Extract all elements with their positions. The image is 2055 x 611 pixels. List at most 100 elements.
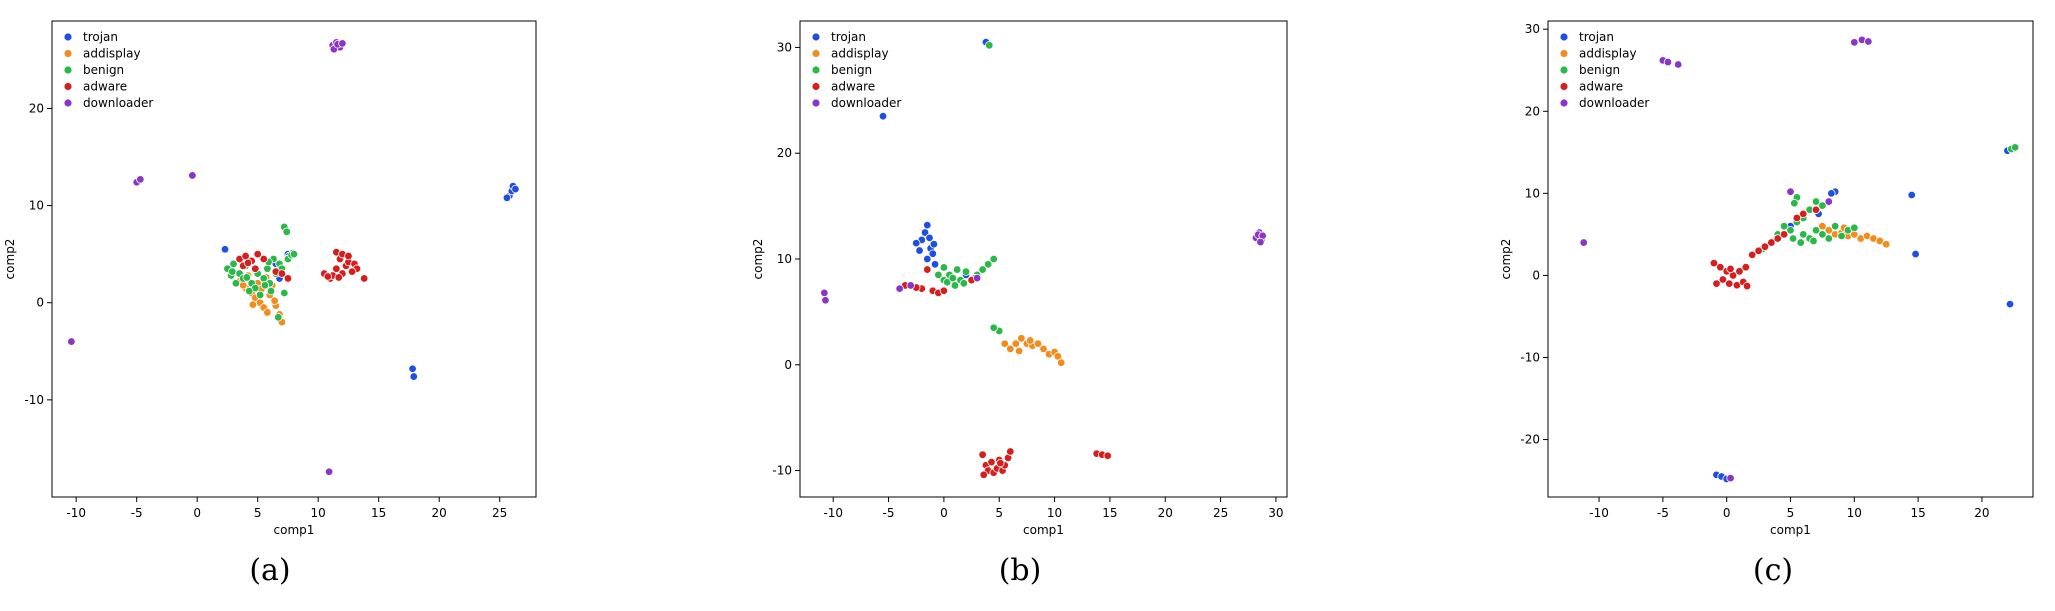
data-point-benign bbox=[1786, 226, 1795, 235]
y-tick-label: 10 bbox=[777, 252, 792, 266]
data-point-benign bbox=[1818, 201, 1827, 210]
data-point-downloader bbox=[338, 39, 347, 48]
data-point-downloader bbox=[972, 273, 982, 283]
legend-marker-downloader bbox=[1559, 98, 1569, 108]
legend-marker-trojan bbox=[63, 32, 73, 42]
data-point-adware bbox=[1712, 279, 1721, 288]
data-point-benign bbox=[263, 264, 272, 273]
data-point-downloader bbox=[1726, 473, 1735, 483]
legend-marker-trojan bbox=[1559, 32, 1569, 42]
data-point-benign bbox=[1850, 223, 1859, 233]
data-point-adware bbox=[1754, 246, 1763, 255]
y-tick-label: 0 bbox=[36, 296, 44, 310]
x-tick-label: 20 bbox=[432, 506, 447, 520]
y-tick-label: 20 bbox=[777, 146, 792, 160]
x-axis-label: comp1 bbox=[1023, 523, 1064, 537]
legend-marker-benign bbox=[63, 65, 73, 75]
series-addisplay bbox=[1000, 334, 1066, 367]
data-point-benign bbox=[242, 273, 252, 282]
series-adware bbox=[235, 247, 369, 283]
data-point-benign bbox=[989, 254, 998, 264]
x-tick-label: -10 bbox=[1589, 506, 1609, 520]
data-point-benign bbox=[978, 265, 987, 274]
data-point-downloader bbox=[1663, 57, 1673, 67]
x-axis-label: comp1 bbox=[274, 523, 315, 537]
data-point-benign bbox=[959, 279, 969, 288]
legend-marker-addisplay bbox=[63, 49, 73, 58]
data-point-trojan bbox=[511, 184, 520, 194]
data-point-downloader bbox=[906, 281, 915, 290]
data-point-adware bbox=[347, 267, 357, 276]
data-point-adware bbox=[1779, 230, 1789, 239]
data-point-benign bbox=[939, 263, 949, 272]
x-tick-label: 20 bbox=[1158, 506, 1173, 520]
legend-marker-downloader bbox=[811, 98, 821, 108]
legend-marker-benign bbox=[811, 65, 821, 75]
data-point-benign bbox=[289, 249, 299, 259]
data-point-trojan bbox=[920, 228, 930, 237]
data-point-benign bbox=[1779, 221, 1789, 231]
x-tick-label: 5 bbox=[1787, 506, 1795, 520]
y-axis-label: comp2 bbox=[3, 239, 17, 280]
data-point-benign bbox=[266, 286, 276, 296]
data-point-downloader bbox=[1673, 60, 1683, 69]
data-point-trojan bbox=[408, 364, 417, 373]
series-downloader bbox=[1579, 35, 1873, 483]
legend: trojan addisplay benign adware downloader bbox=[63, 30, 153, 110]
data-point-addisplay bbox=[248, 300, 258, 309]
data-point-adware bbox=[1742, 281, 1752, 291]
axes-frame bbox=[51, 20, 537, 498]
data-point-addisplay bbox=[263, 308, 272, 317]
scatter-panel-a: -10 -5 0 5 10 15 20 25 -10 0 10 20 comp1 comp2 trojan a… bbox=[3, 20, 537, 588]
data-point-benign bbox=[274, 313, 283, 322]
data-point-adware bbox=[996, 458, 1005, 468]
data-point-downloader bbox=[1786, 187, 1795, 196]
legend-label-trojan: trojan bbox=[1579, 30, 1614, 44]
data-point-downloader bbox=[820, 288, 829, 298]
data-point-downloader bbox=[188, 171, 197, 180]
legend-label-addisplay: addisplay bbox=[831, 47, 889, 61]
data-point-addisplay bbox=[1006, 344, 1015, 354]
data-point-addisplay bbox=[1033, 339, 1043, 348]
data-point-adware bbox=[1760, 242, 1770, 251]
data-point-benign bbox=[983, 260, 993, 269]
data-point-benign bbox=[280, 288, 289, 298]
data-point-adware bbox=[1735, 267, 1744, 276]
legend-label-benign: benign bbox=[831, 63, 872, 77]
data-point-adware bbox=[283, 274, 293, 283]
data-point-addisplay bbox=[1000, 339, 1009, 348]
data-point-trojan bbox=[220, 245, 230, 254]
x-tick-label: 10 bbox=[311, 506, 326, 520]
y-tick-label: 10 bbox=[29, 199, 44, 213]
x-tick-label: 10 bbox=[1847, 506, 1862, 520]
data-point-trojan bbox=[1827, 189, 1836, 198]
x-tick-label: 30 bbox=[1268, 506, 1283, 520]
data-point-addisplay bbox=[1039, 344, 1048, 354]
y-tick-label: 10 bbox=[1525, 186, 1540, 200]
x-tick-label: 0 bbox=[1723, 506, 1731, 520]
panel-caption: (b) bbox=[999, 553, 1042, 588]
x-tick-label: -5 bbox=[131, 506, 143, 520]
data-point-trojan bbox=[923, 254, 932, 264]
x-tick-label: 20 bbox=[1974, 506, 1989, 520]
x-tick-label: 25 bbox=[1213, 506, 1228, 520]
legend-marker-downloader bbox=[63, 98, 73, 108]
y-tick-label: 20 bbox=[1525, 104, 1540, 118]
x-tick-label: 5 bbox=[254, 506, 262, 520]
data-point-adware bbox=[1792, 213, 1802, 223]
data-point-downloader bbox=[1850, 38, 1859, 47]
x-axis-label: comp1 bbox=[1770, 523, 1811, 537]
data-point-benign bbox=[1818, 230, 1827, 239]
data-point-addisplay bbox=[1017, 334, 1026, 343]
data-point-addisplay bbox=[1026, 336, 1035, 345]
y-axis-label: comp2 bbox=[751, 239, 765, 280]
series-trojan bbox=[878, 37, 991, 280]
data-point-adware bbox=[1726, 264, 1735, 274]
series-adware bbox=[1709, 205, 1821, 291]
data-point-trojan bbox=[409, 372, 418, 381]
data-point-downloader bbox=[821, 296, 830, 305]
data-point-benign bbox=[1811, 197, 1821, 206]
legend-marker-addisplay bbox=[1559, 49, 1569, 58]
data-point-addisplay bbox=[1818, 221, 1827, 231]
